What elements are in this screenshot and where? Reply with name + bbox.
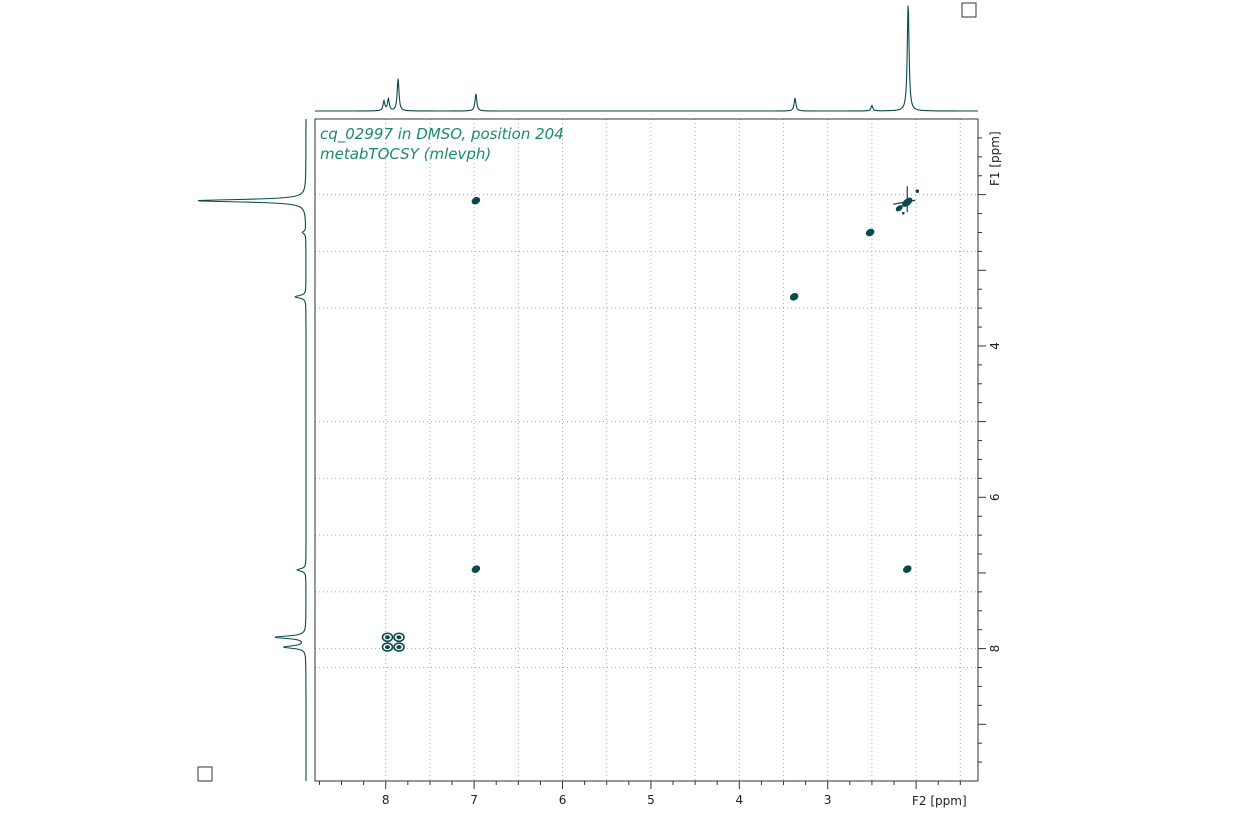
corner-box-top-right[interactable] xyxy=(961,2,977,18)
y-tick-label: 6 xyxy=(988,493,1002,501)
peak-contour xyxy=(381,642,394,652)
spectrum-title-line-1: cq_02997 in DMSO, position 204 xyxy=(320,125,564,144)
peaks-layer xyxy=(381,186,920,652)
peak-contour xyxy=(789,293,799,301)
peak-contour xyxy=(893,186,920,215)
plot-frame xyxy=(314,118,979,782)
f1-projection-trace xyxy=(197,119,307,781)
x-tick-label: 3 xyxy=(824,793,832,807)
spectrum-title-line-2: metabTOCSY (mlevph) xyxy=(320,145,491,163)
x-axis: 8 7 6 5 4 3 xyxy=(318,781,961,807)
peak-contour xyxy=(471,196,481,205)
y-axis: 4 6 8 xyxy=(978,137,1002,763)
x-tick-label: 8 xyxy=(382,793,390,807)
x-tick-label: 5 xyxy=(647,793,655,807)
f2-projection-trace xyxy=(315,5,978,112)
corner-box-bottom-left[interactable] xyxy=(197,766,213,782)
f1-projection xyxy=(197,119,307,781)
peak-contour xyxy=(393,632,405,643)
peak-contour xyxy=(381,632,394,643)
y-tick-label: 4 xyxy=(988,342,1002,350)
y-tick-label: 8 xyxy=(988,645,1002,653)
x-tick-label: 7 xyxy=(470,793,478,807)
f2-projection xyxy=(315,5,978,112)
x-axis-label: F2 [ppm] xyxy=(912,794,967,808)
x-tick-label: 6 xyxy=(559,793,567,807)
peak-contour xyxy=(471,565,481,573)
peak-contour xyxy=(865,228,875,237)
peak-contour xyxy=(903,565,912,573)
grid-layer xyxy=(315,119,978,781)
x-tick-label: 4 xyxy=(735,793,743,807)
peak-contour xyxy=(393,642,405,652)
y-axis-label: F1 [ppm] xyxy=(988,131,1002,186)
